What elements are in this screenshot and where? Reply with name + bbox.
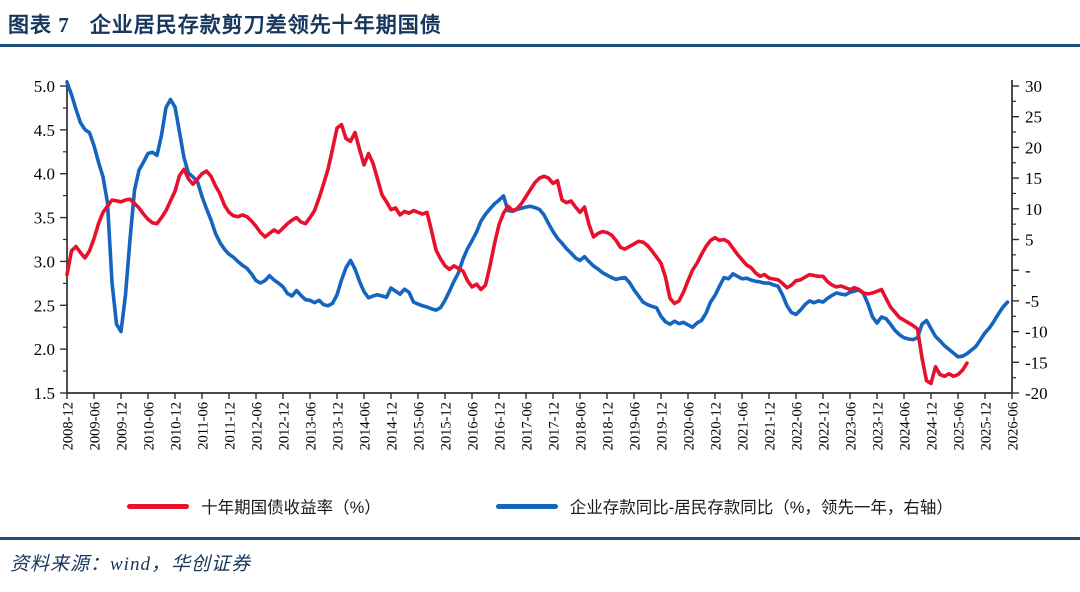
x-axis-tick-label: 2010-12 <box>169 402 185 450</box>
right-axis-tick-label: 5 <box>1025 231 1034 250</box>
x-axis-tick-label: 2025-12 <box>979 402 995 450</box>
right-axis-tick-label: 20 <box>1025 138 1042 157</box>
x-axis-tick-label: 2018-12 <box>601 402 617 450</box>
x-axis-tick-label: 2015-06 <box>412 402 428 450</box>
left-axis-tick-label: 4.5 <box>34 121 55 140</box>
left-axis-tick-label: 1.5 <box>34 384 55 403</box>
x-axis-tick-label: 2010-06 <box>142 402 158 450</box>
x-axis-tick-label: 2024-12 <box>925 402 941 450</box>
x-axis-tick-label: 2012-12 <box>277 402 293 450</box>
line-10y-treasury-yield <box>65 122 969 386</box>
right-axis-tick-label: 25 <box>1025 108 1042 127</box>
right-axis-tick-label: 10 <box>1025 200 1042 219</box>
data-source-note: 资料来源：wind，华创证券 <box>10 554 251 575</box>
x-axis-tick-label: 2013-06 <box>304 402 320 450</box>
x-axis-tick-label: 2019-06 <box>628 402 644 450</box>
legend-label-treasury-yield: 十年期国债收益率（%） <box>201 499 381 517</box>
figure-header: 图表 7 企业居民存款剪刀差领先十年期国债 <box>0 0 1080 44</box>
title-divider-rule <box>0 44 1080 47</box>
x-axis-tick-label: 2023-06 <box>844 402 860 450</box>
x-axis-tick-label: 2025-06 <box>952 402 968 450</box>
blue-line-swatch <box>495 503 558 509</box>
left-axis-tick-label: 3.0 <box>34 252 55 271</box>
left-axis-tick-label: 4.0 <box>34 165 55 184</box>
right-axis-tick-label: - <box>1025 261 1031 280</box>
legend-item-treasury-yield: 十年期国债收益率（%） <box>127 494 381 518</box>
x-axis-tick-label: 2022-12 <box>817 402 833 450</box>
x-axis-tick-label: 2016-06 <box>466 402 482 450</box>
figure-number-label: 图表 7 <box>8 13 70 37</box>
line-deposit-scissors-gap <box>65 80 1010 359</box>
left-axis-tick-label: 5.0 <box>34 77 55 96</box>
x-axis-tick-label: 2014-12 <box>385 402 401 450</box>
x-axis-tick-label: 2016-12 <box>493 402 509 450</box>
x-axis-tick-label: 2023-12 <box>871 402 887 450</box>
x-axis-tick-label: 2008-12 <box>61 402 77 450</box>
right-axis-tick-label: -5 <box>1025 292 1039 311</box>
x-axis-tick-label: 2011-12 <box>223 402 239 450</box>
red-line-swatch <box>127 503 190 509</box>
chart-canvas: 5.0 4.5 4.0 3.5 3.0 2.5 2.0 1.5 30 25 20 15 10 5 - -5 -1… <box>34 77 1048 450</box>
left-axis-tick-label: 2.0 <box>34 340 55 359</box>
x-axis-tick-label: 2013-12 <box>331 402 347 450</box>
x-axis-tick-label: 2017-12 <box>547 402 563 450</box>
chart-legend: 十年期国债收益率（%） 企业存款同比-居民存款同比（%，领先一年，右轴） <box>0 491 1080 521</box>
x-axis-tick-label: 2012-06 <box>250 402 266 450</box>
x-axis-tick-label: 2022-06 <box>790 402 806 450</box>
x-axis-tick-label: 2017-06 <box>520 402 536 450</box>
x-axis-tick-label: 2020-06 <box>682 402 698 450</box>
x-axis-tick-label: 2014-06 <box>358 402 374 450</box>
legend-item-deposit-gap: 企业存款同比-居民存款同比（%，领先一年，右轴） <box>495 494 953 518</box>
line-chart: 5.0 4.5 4.0 3.5 3.0 2.5 2.0 1.5 30 25 20 15 10 5 - -5 -1… <box>0 47 1080 477</box>
left-axis-tick-label: 3.5 <box>34 209 55 228</box>
x-axis-tick-label: 2009-06 <box>88 402 104 450</box>
footer-divider-rule <box>0 537 1080 540</box>
right-axis-tick-label: -15 <box>1025 353 1048 372</box>
right-axis-tick-label: 15 <box>1025 169 1042 188</box>
right-axis-tick-label: -10 <box>1025 323 1048 342</box>
right-axis-tick-label: 30 <box>1025 77 1042 96</box>
x-axis-tick-label: 2024-06 <box>898 402 914 450</box>
x-axis-tick-label: 2018-06 <box>574 402 590 450</box>
x-axis-tick-label: 2021-12 <box>763 402 779 450</box>
legend-label-deposit-gap: 企业存款同比-居民存款同比（%，领先一年，右轴） <box>569 499 953 517</box>
x-axis-tick-label: 2019-12 <box>655 402 671 450</box>
x-axis-tick-label: 2015-12 <box>439 402 455 450</box>
x-axis-tick-label: 2020-12 <box>709 402 725 450</box>
x-axis-tick-label: 2011-06 <box>196 402 212 450</box>
x-axis-tick-label: 2026-06 <box>1006 402 1022 450</box>
right-axis-tick-label: -20 <box>1025 384 1048 403</box>
left-axis-tick-label: 2.5 <box>34 296 55 315</box>
figure-title: 企业居民存款剪刀差领先十年期国债 <box>89 13 442 37</box>
x-axis-tick-label: 2009-12 <box>115 402 131 450</box>
x-axis-tick-label: 2021-06 <box>736 402 752 450</box>
